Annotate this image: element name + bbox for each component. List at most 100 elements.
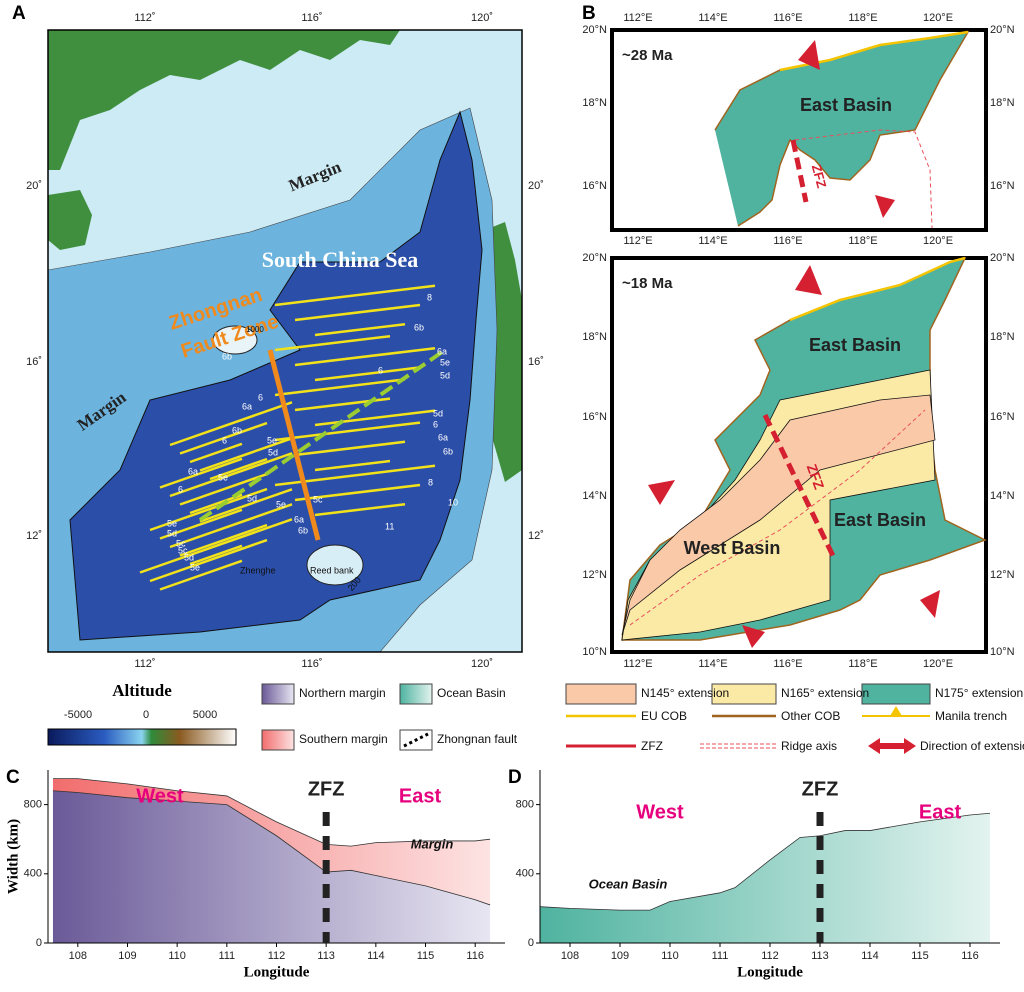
age: ~28 Ma <box>622 47 673 64</box>
swatch <box>890 706 902 716</box>
reference-label: ZFZ <box>802 778 839 800</box>
panel-label: D <box>508 767 522 788</box>
y-tick-label: 400 <box>516 868 534 880</box>
profile-label: 8 <box>428 477 433 487</box>
zfz <box>762 413 838 562</box>
profile-label: 5c <box>176 538 186 548</box>
legend-label: EU COB <box>641 709 687 723</box>
profile-line <box>179 421 268 455</box>
profile-label: 5d <box>268 447 278 457</box>
area-line <box>52 790 491 906</box>
profile-label: 6a <box>242 401 252 411</box>
legend-label: Direction of extension <box>920 739 1024 753</box>
x-tick-label: 108 <box>561 950 579 962</box>
profile-line <box>179 523 268 557</box>
lon-tick: 120˚ <box>471 658 493 670</box>
profile-label: 10 <box>448 497 458 507</box>
x-tick-label: 115 <box>911 950 929 962</box>
basin-label: West Basin <box>684 538 781 558</box>
legend-label: Ocean Basin <box>437 686 506 700</box>
zhongnan-fault <box>267 349 321 541</box>
profile-line <box>179 472 268 506</box>
panel-b-top <box>610 28 988 232</box>
lat-tick: 10°N <box>582 646 607 658</box>
lon-tick: 112˚ <box>134 658 155 670</box>
place: Reed bank <box>310 565 354 575</box>
profile-line <box>274 378 406 397</box>
profile-line <box>294 483 421 502</box>
profile-label: 5c <box>178 545 188 555</box>
lon-tick: 112˚ <box>134 12 155 24</box>
profile-line <box>199 437 293 472</box>
profile-line <box>169 503 293 549</box>
legend-label: Other COB <box>781 709 840 723</box>
profile-label: 6 <box>378 365 383 375</box>
legend-label: Ridge axis <box>781 739 837 753</box>
profile-line <box>294 440 406 457</box>
lon-tick: 120˚ <box>471 12 493 24</box>
panel-label: C <box>6 767 20 788</box>
lat-tick: 12°N <box>990 569 1015 581</box>
lon-tick: 118°E <box>848 12 877 24</box>
y-tick-label: 0 <box>528 937 534 949</box>
profile-label: 8 <box>427 292 432 302</box>
basin-label: East Basin <box>809 335 901 355</box>
profile-line <box>149 538 268 583</box>
legend <box>47 683 931 754</box>
lon-tick: 112°E <box>623 235 652 247</box>
colorbar-tick: 5000 <box>193 709 217 721</box>
n145-band <box>621 394 936 636</box>
lon-tick: 116°E <box>773 235 802 247</box>
lon-tick: 118°E <box>848 235 877 247</box>
lat-tick: 20°N <box>990 252 1015 264</box>
swatch <box>880 743 904 749</box>
annotation: East <box>919 801 962 823</box>
swatch <box>403 732 429 748</box>
lat-tick: 20°N <box>582 24 607 36</box>
swatch <box>399 683 433 705</box>
annotation: Ocean Basin <box>589 876 668 891</box>
profile-label: 6b <box>443 446 453 456</box>
lon-tick: 114°E <box>698 12 727 24</box>
x-tick-label: 115 <box>417 950 435 962</box>
profile-label: 5e <box>276 499 286 509</box>
ridge <box>794 129 933 229</box>
profile-line <box>209 457 268 481</box>
y-tick-label: 800 <box>516 799 534 811</box>
swatch <box>261 729 295 751</box>
legend-label: N145° extension <box>641 686 729 700</box>
swatch <box>399 729 433 751</box>
profile-line <box>294 303 421 322</box>
arrow <box>875 195 895 218</box>
lon-tick: 120°E <box>923 12 953 24</box>
lat-tick: 12˚ <box>528 530 544 542</box>
sea-name: South China Sea <box>262 247 419 272</box>
x-tick-label: 112 <box>761 950 779 962</box>
fault-label: ZFZ <box>809 163 830 190</box>
profile-label: 6a <box>438 432 448 442</box>
lon-tick: 114°E <box>698 235 727 247</box>
x-axis-label: Longitude <box>244 964 310 980</box>
legend-label: Zhongnan fault <box>437 732 518 746</box>
profile-label: 6 <box>258 392 263 402</box>
swatch <box>261 683 295 705</box>
legend-label: Northern margin <box>299 686 386 700</box>
arrow <box>795 265 822 295</box>
profile-label: 6b <box>414 322 424 332</box>
legend-title: Altitude <box>112 681 172 700</box>
profile-label: 6 <box>433 419 438 429</box>
x-tick-label: 108 <box>69 950 87 962</box>
lat-tick: 16˚ <box>26 356 42 368</box>
profile-label: 6 <box>178 484 183 494</box>
profile-line <box>159 457 243 489</box>
legend-label: N165° extension <box>781 686 869 700</box>
profile-line <box>149 487 268 532</box>
x-tick-label: 113 <box>317 950 335 962</box>
reef <box>306 544 364 586</box>
x-tick-label: 110 <box>661 950 679 962</box>
basin-label: East Basin <box>800 95 892 115</box>
profile-line <box>314 322 406 337</box>
area-line <box>52 778 491 847</box>
annotation: East <box>399 785 442 807</box>
y-tick-label: 0 <box>36 937 42 949</box>
